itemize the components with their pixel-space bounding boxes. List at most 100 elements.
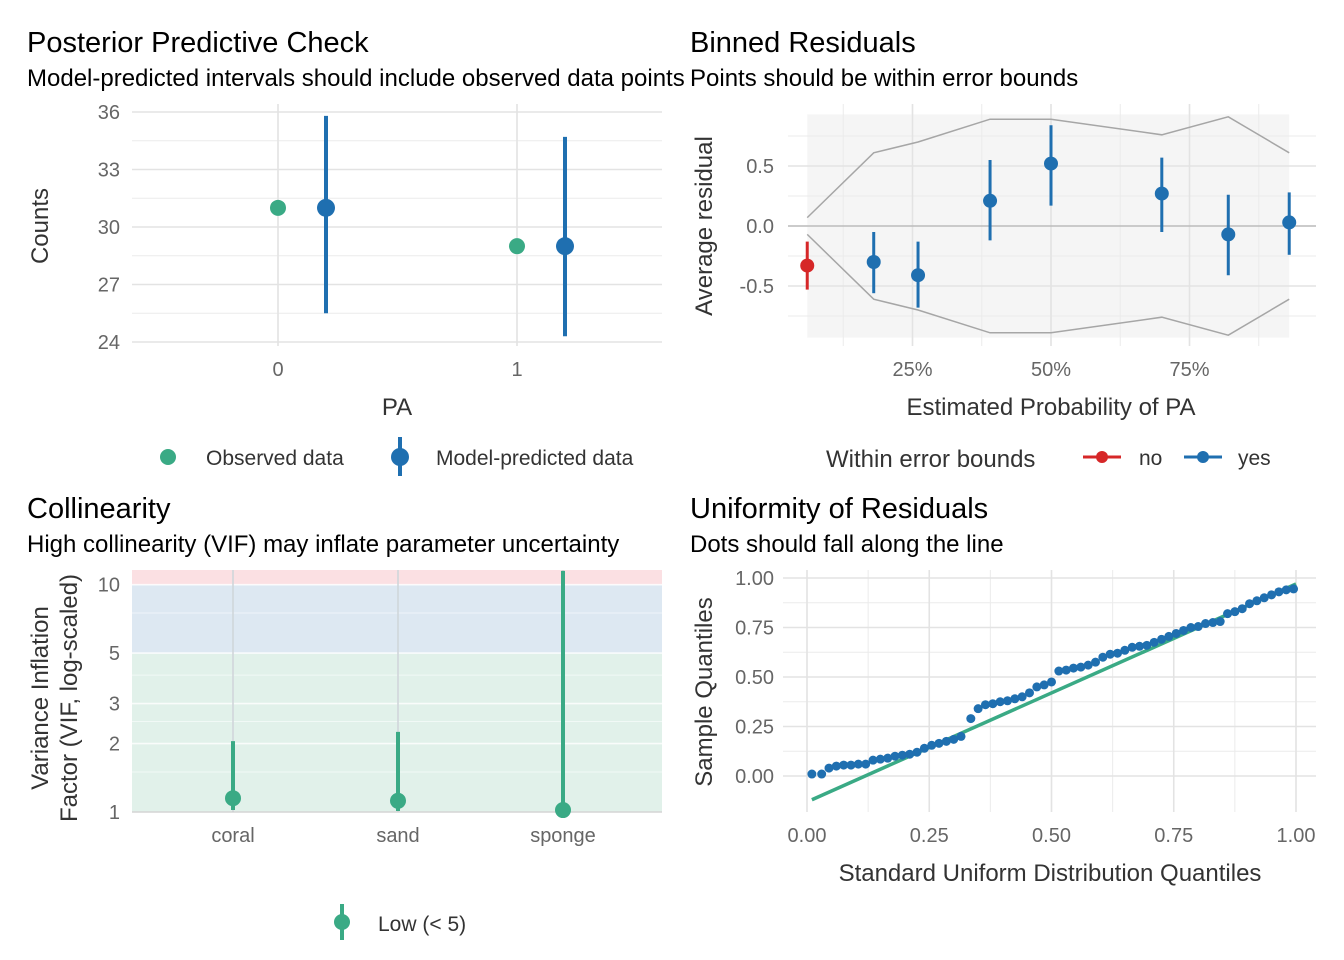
vif-subtitle: High collinearity (VIF) may inflate para…: [27, 531, 619, 558]
binned-marks: [800, 125, 1297, 308]
qq-y-axis-label: Sample Quantiles: [691, 597, 718, 786]
qq-point: [897, 750, 907, 760]
qq-point: [839, 760, 849, 770]
qq-point: [1142, 640, 1152, 650]
qq-point: [1135, 641, 1145, 651]
legend-observed-label: Observed data: [206, 447, 344, 470]
vif-y-tick-label: 10: [98, 575, 120, 597]
legend-no-symbol: [1096, 451, 1108, 463]
qq-point: [1245, 599, 1255, 609]
predicted-point: [317, 198, 335, 217]
qq-point: [1215, 617, 1225, 627]
vif-y-axis-label-line1: Variance Inflation: [27, 606, 54, 790]
ppc-y-tick-label: 33: [98, 160, 120, 182]
qq-y-tick-label: 1.00: [735, 568, 774, 590]
qq-point: [1076, 662, 1086, 672]
vif-x-tick-label: sand: [376, 825, 419, 847]
qq-point: [1105, 649, 1115, 659]
qq-point: [1281, 585, 1291, 595]
qq-y-tick-label: 0.50: [735, 667, 774, 689]
qq-point: [927, 740, 937, 750]
ppc-subtitle: Model-predicted intervals should include…: [27, 65, 685, 92]
binned-point: [1221, 227, 1236, 242]
binned-point: [911, 268, 926, 283]
qq-point: [1201, 619, 1211, 629]
qq-point: [1002, 696, 1012, 706]
ppc-x-axis-label: PA: [382, 394, 412, 421]
qq-point: [1223, 609, 1233, 619]
qq-point: [1047, 677, 1056, 687]
qq-point: [875, 754, 885, 764]
binned-point: [800, 258, 815, 273]
qq-point: [1259, 593, 1269, 603]
vif-y-tick-label: 5: [109, 643, 120, 665]
qq-point: [1252, 596, 1262, 606]
qq-point: [973, 704, 983, 714]
qq-point: [912, 747, 922, 757]
binned-point: [1044, 156, 1058, 171]
binned-y-tick-label: -0.5: [740, 276, 774, 298]
observed-point: [270, 199, 286, 216]
qq-subtitle: Dots should fall along the line: [690, 531, 1004, 558]
qq-point: [988, 699, 998, 709]
qq-point: [1039, 680, 1049, 690]
qq-y-tick-label: 0.75: [735, 618, 774, 640]
vif-x-tick-label: coral: [211, 825, 254, 847]
qq-y-tick-label: 0.25: [735, 717, 774, 739]
legend-no-label: no: [1139, 447, 1162, 470]
vif-marks: [225, 570, 571, 819]
binned-point: [983, 193, 998, 208]
qq-point: [1083, 660, 1093, 670]
qq-marks: [807, 582, 1299, 802]
qq-point: [1230, 607, 1240, 617]
binned-x-tick-label: 25%: [892, 359, 932, 381]
binned-point: [1154, 186, 1169, 201]
qq-point: [1274, 587, 1284, 597]
qq-point: [956, 731, 966, 741]
vif-high-band: [132, 570, 662, 585]
qq-point: [941, 736, 951, 746]
vif-title: Collinearity: [27, 493, 171, 525]
qq-y-ticks: 0.00 0.25 0.50 0.75 1.00: [735, 568, 774, 788]
ppc-y-tick-label: 36: [98, 102, 120, 124]
qq-y-tick-label: 0.00: [735, 766, 774, 788]
qq-point: [1091, 657, 1101, 667]
legend-predicted-label: Model-predicted data: [436, 447, 634, 470]
qq-point: [1289, 584, 1299, 594]
binned-x-tick-label: 75%: [1169, 359, 1209, 381]
qq-x-tick-label: 0.00: [788, 825, 827, 847]
qq-x-tick-label: 0.75: [1154, 825, 1193, 847]
qq-gridlines: [783, 570, 1316, 812]
panel-uniformity-of-residuals: Uniformity of Residuals Dots should fall…: [690, 493, 1316, 887]
vif-legend: Low (< 5): [334, 904, 466, 940]
qq-point: [1098, 652, 1108, 662]
ppc-y-ticks: 24 27 30 33 36: [98, 102, 120, 354]
binned-subtitle: Points should be within error bounds: [690, 65, 1078, 92]
ppc-y-tick-label: 30: [98, 217, 120, 239]
ppc-marks: [270, 115, 574, 337]
vif-point: [390, 792, 406, 809]
observed-point: [509, 238, 525, 255]
qq-point: [890, 751, 900, 761]
binned-point: [866, 255, 881, 269]
legend-observed-symbol: [160, 449, 176, 465]
panel-binned-residuals: Binned Residuals Points should be within…: [690, 27, 1316, 473]
vif-x-tick-label: sponge: [530, 825, 596, 847]
vif-y-tick-label: 1: [109, 802, 120, 824]
binned-x-axis-label: Estimated Probability of PA: [906, 394, 1195, 421]
qq-point: [1149, 637, 1159, 647]
legend-predicted-symbol: [391, 448, 409, 466]
binned-y-tick-label: 0.0: [746, 216, 774, 238]
qq-point: [949, 734, 959, 744]
qq-x-axis-label: Standard Uniform Distribution Quantiles: [839, 860, 1262, 887]
vif-x-ticks: coral sand sponge: [211, 825, 595, 847]
qq-point: [853, 759, 863, 769]
lower-error-bound: [806, 233, 1290, 337]
qq-point: [1127, 642, 1137, 652]
qq-point: [1113, 648, 1123, 658]
legend-yes-symbol: [1197, 451, 1209, 463]
vif-y-tick-label: 2: [109, 734, 120, 756]
qq-point: [980, 700, 990, 710]
